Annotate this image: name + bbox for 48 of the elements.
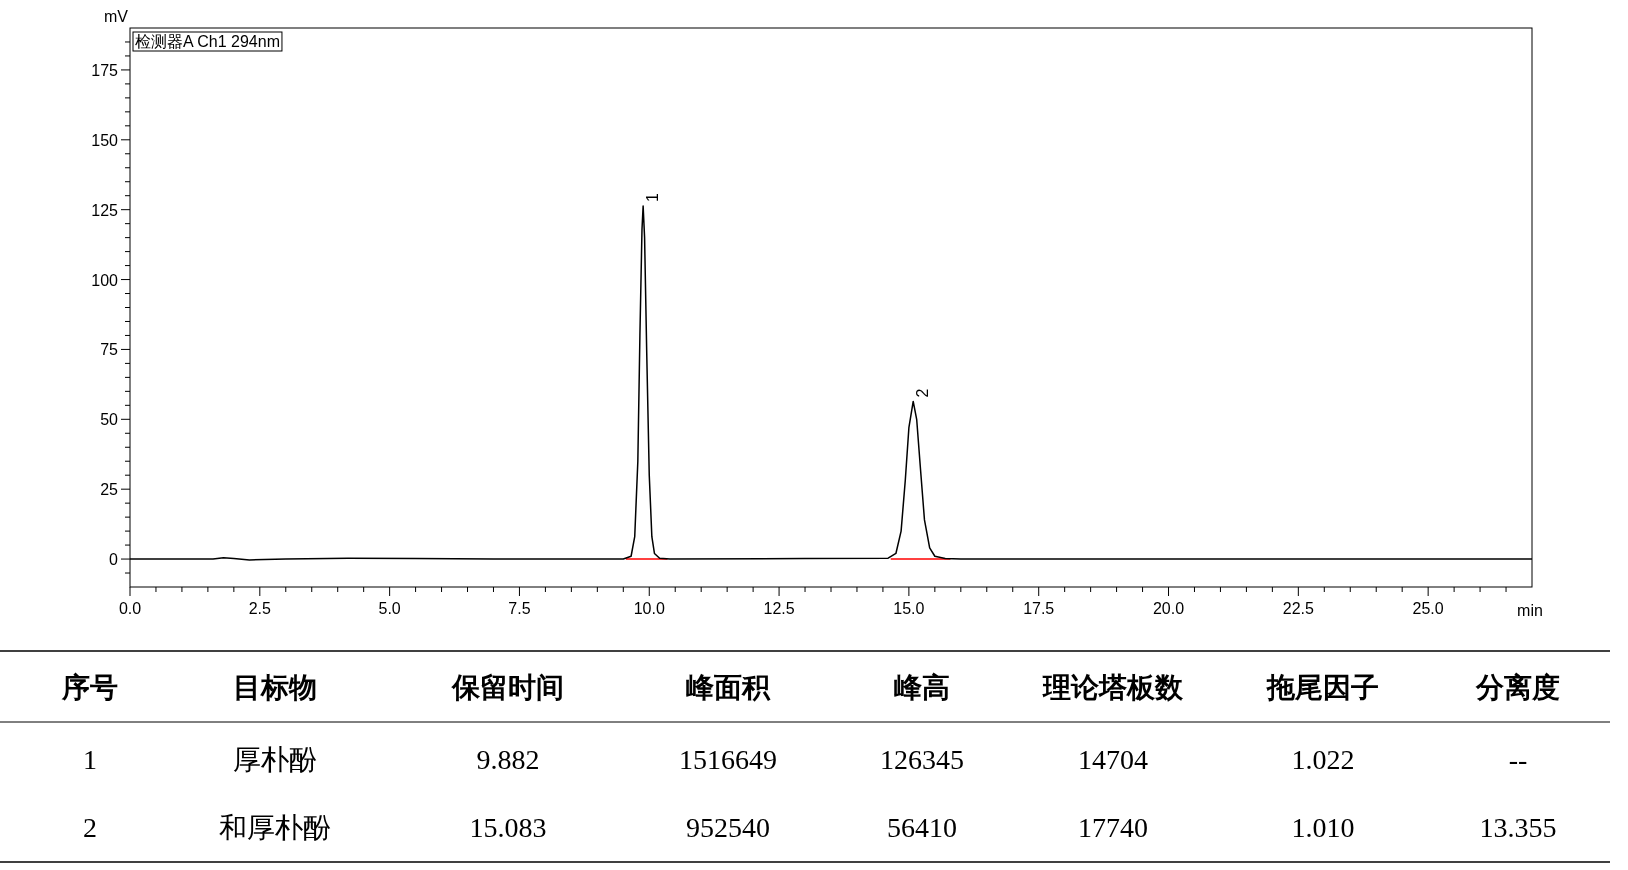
text: 序号 <box>61 672 118 703</box>
x-tick-label: 22.5 <box>1282 600 1315 617</box>
legend-label: 检测器A Ch1 294nm <box>135 33 280 50</box>
annotation: 2 <box>914 388 932 398</box>
x-tick-label: 12.5 <box>763 600 795 617</box>
x-tick-label: 15.0 <box>893 600 925 617</box>
y-tick-label: 175 <box>91 61 119 79</box>
x-tick-label: 2.5 <box>248 600 272 617</box>
y-tick-label: 150 <box>91 131 119 149</box>
text: 保留时间 <box>451 672 564 703</box>
text: 2 <box>83 812 97 843</box>
text: 拖尾因子 <box>1266 672 1379 703</box>
y-tick-label: 50 <box>100 411 119 429</box>
text: 126345 <box>880 744 964 775</box>
text: 15.083 <box>469 812 547 843</box>
text: 1.010 <box>1291 812 1355 843</box>
x-tick-label: 20.0 <box>1152 600 1185 617</box>
text: 1516649 <box>679 744 777 775</box>
y-tick-label: 100 <box>91 271 119 289</box>
y-tick-label: 75 <box>100 341 119 359</box>
text: 952540 <box>686 812 770 843</box>
text: 和厚朴酚 <box>219 812 331 843</box>
text: -- <box>1508 744 1528 775</box>
x-axis-title: min <box>1517 602 1543 619</box>
text: 17740 <box>1078 812 1148 843</box>
y-tick-label: 25 <box>100 481 119 499</box>
text: 1 <box>83 744 97 775</box>
x-tick-label: 10.0 <box>633 600 665 617</box>
x-tick-label: 5.0 <box>378 600 401 617</box>
text: 理论塔板数 <box>1042 672 1184 703</box>
text: 14704 <box>1078 744 1148 775</box>
text: 9.882 <box>476 744 540 775</box>
y-tick-label: 0 <box>109 551 119 569</box>
x-tick-label: 25.0 <box>1412 600 1444 617</box>
text: 厚朴酚 <box>233 744 317 775</box>
text: 1.022 <box>1291 744 1355 775</box>
x-tick-label: 7.5 <box>508 600 531 617</box>
text: 13.355 <box>1479 812 1557 843</box>
annotation: 1 <box>644 193 662 203</box>
x-tick-label: 0.0 <box>118 600 142 617</box>
text: 56410 <box>887 812 957 843</box>
text: 峰面积 <box>686 672 771 703</box>
x-tick-label: 17.5 <box>1023 600 1055 617</box>
y-tick-label: 125 <box>91 201 119 219</box>
text: 目标物 <box>233 672 317 703</box>
text: 分离度 <box>1475 672 1560 703</box>
y-axis-title: mV <box>104 8 129 25</box>
text: 峰高 <box>894 672 950 703</box>
